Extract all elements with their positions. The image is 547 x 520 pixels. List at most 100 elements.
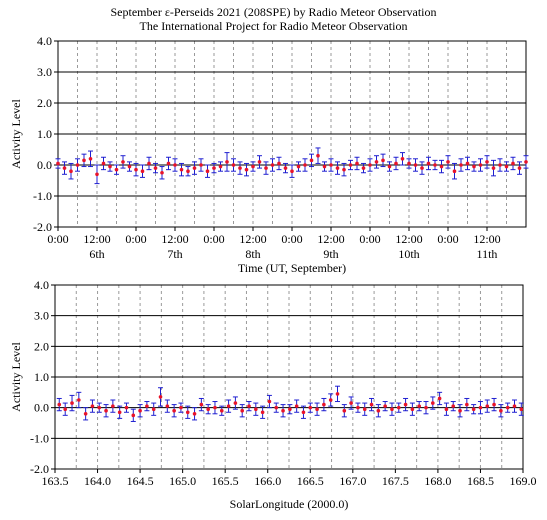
data-point: [199, 402, 204, 407]
x-tick-label: 167.0: [339, 474, 366, 488]
data-point: [172, 408, 176, 413]
x-tick-label: 0:00: [125, 232, 146, 246]
x-tick-label: 0:00: [437, 232, 458, 246]
data-point: [335, 392, 340, 396]
data-point: [226, 404, 231, 408]
y-axis-title: Activity Level: [9, 342, 23, 412]
data-point: [111, 404, 115, 408]
data-point: [254, 407, 258, 412]
data-point: [213, 405, 217, 410]
data-point: [472, 164, 476, 169]
data-point: [62, 166, 67, 170]
data-point: [390, 407, 394, 412]
data-point: [82, 158, 86, 163]
data-point: [83, 412, 88, 416]
data-point: [433, 163, 437, 167]
y-tick-label: 4.0: [37, 34, 52, 48]
day-label: 8th: [245, 247, 260, 261]
day-label: 11th: [477, 247, 498, 261]
data-point: [446, 160, 450, 164]
y-tick-label: 1.0: [37, 127, 52, 141]
data-point: [88, 157, 93, 161]
data-point: [267, 399, 272, 404]
data-point: [383, 404, 387, 408]
x-tick-label: 0:00: [203, 232, 224, 246]
data-point: [179, 167, 184, 172]
data-point: [244, 167, 249, 172]
data-point: [277, 161, 281, 166]
data-point: [185, 410, 190, 415]
data-point: [296, 164, 301, 169]
y-tick-label: 0.0: [37, 158, 52, 172]
data-point: [498, 163, 502, 167]
data-point: [69, 169, 73, 173]
data-point: [57, 402, 62, 407]
data-point: [362, 407, 367, 412]
data-point: [374, 160, 379, 164]
day-label: 6th: [89, 247, 104, 261]
x-tick-label: 163.5: [42, 474, 69, 488]
data-point: [524, 160, 528, 164]
data-point: [471, 407, 476, 412]
data-point: [158, 395, 163, 399]
data-point: [499, 408, 503, 413]
time-activity-plot: 4.03.02.01.00.0-1.0-2.00:00 12:00 0:00 12:0…: [9, 34, 529, 275]
chart-title-line-2: The International Project for Radio Mete…: [139, 19, 408, 33]
y-tick-label: 2.0: [37, 96, 52, 110]
data-point: [165, 404, 170, 408]
x-axis-title: SolarLongitude (2000.0): [230, 497, 349, 511]
data-point: [308, 405, 313, 410]
day-label: 9th: [323, 247, 338, 261]
data-point: [505, 405, 510, 410]
data-point: [140, 169, 145, 173]
y-tick-label: 3.0: [34, 309, 49, 323]
data-point: [270, 163, 275, 167]
data-point: [437, 396, 442, 401]
x-tick-label: 12:00: [239, 232, 266, 246]
data-point: [465, 161, 470, 166]
data-point: [186, 169, 190, 173]
x-tick-label: 12:00: [395, 232, 422, 246]
data-point: [288, 407, 292, 412]
chart-title-line-1: September ε-Perseids 2021 (208SPE) by Ra…: [110, 5, 437, 19]
data-point: [108, 164, 112, 169]
data-point: [114, 167, 119, 172]
data-point: [368, 163, 372, 167]
data-point: [301, 410, 306, 415]
data-point: [138, 408, 142, 413]
data-point: [400, 157, 405, 161]
x-tick-label: 0:00: [359, 232, 380, 246]
data-point: [403, 402, 408, 407]
x-tick-label: 164.0: [84, 474, 111, 488]
data-point: [117, 410, 122, 415]
data-point: [394, 161, 398, 166]
data-point: [147, 161, 151, 166]
data-point: [316, 153, 320, 158]
data-point: [303, 163, 307, 167]
data-point: [376, 408, 381, 413]
data-point: [519, 407, 524, 412]
x-tick-label: 0:00: [281, 232, 302, 246]
data-point: [478, 163, 483, 167]
data-point: [166, 161, 171, 166]
y-tick-label: 3.0: [37, 65, 52, 79]
data-point: [231, 163, 236, 167]
x-tick-label: 168.0: [424, 474, 451, 488]
data-point: [56, 161, 60, 166]
data-point: [281, 408, 285, 413]
x-tick-label: 164.5: [127, 474, 154, 488]
data-point: [417, 404, 421, 408]
day-label: 7th: [167, 247, 182, 261]
data-point: [322, 164, 327, 169]
data-point: [205, 169, 210, 173]
data-point: [145, 404, 149, 408]
data-point: [95, 172, 99, 177]
x-tick-label: 169.0: [510, 474, 537, 488]
data-point: [101, 161, 106, 166]
data-point: [77, 398, 81, 402]
data-point: [315, 407, 319, 412]
data-point: [104, 408, 108, 413]
data-point: [335, 166, 340, 170]
data-point: [192, 412, 197, 416]
data-point: [387, 164, 392, 169]
